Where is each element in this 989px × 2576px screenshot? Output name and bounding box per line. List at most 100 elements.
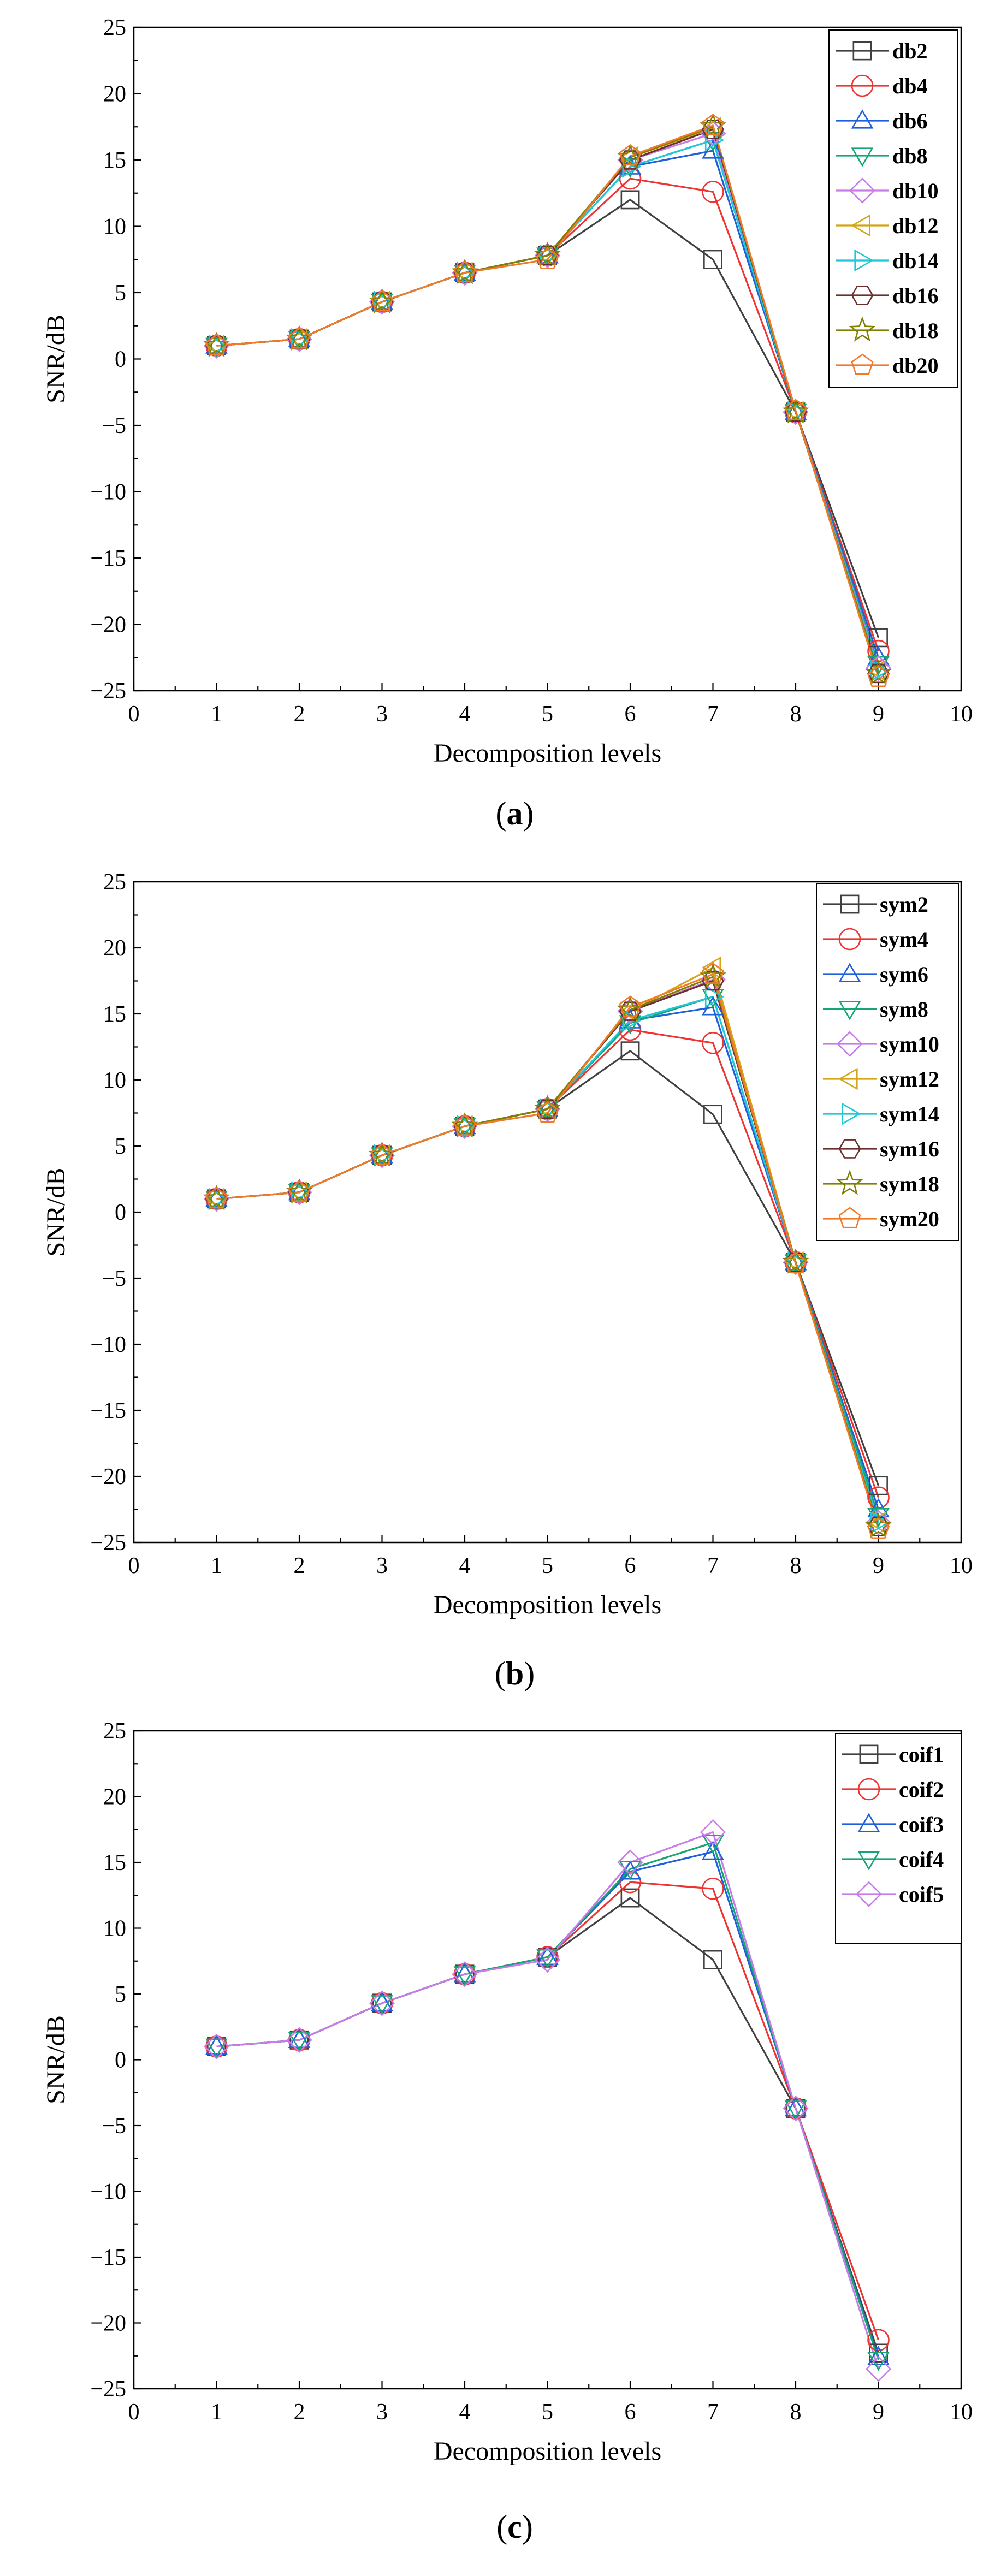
x-tick-label: 3: [376, 702, 388, 727]
legend-label-sym2: sym2: [880, 892, 928, 917]
legend-marker-sym10: [837, 1031, 863, 1057]
legend-label-db10: db10: [892, 179, 939, 203]
y-tick-label: 25: [103, 1719, 126, 1744]
data-point-coif4: [205, 2038, 228, 2058]
data-point-sym18: [534, 1095, 561, 1120]
y-tick-label: 0: [115, 347, 126, 372]
y-tick-label: 5: [115, 1134, 126, 1159]
x-axis-title: Decomposition levels: [434, 739, 661, 768]
data-point-sym2: [620, 1041, 640, 1061]
data-point-sym20: [536, 1101, 559, 1123]
data-point-db20: [288, 327, 311, 349]
data-point-coif3: [205, 2035, 228, 2055]
legend-label-db16: db16: [892, 283, 939, 308]
series-line-sym14: [216, 995, 880, 1523]
caption-close: ): [522, 2509, 533, 2545]
x-tick-label: 8: [790, 2400, 802, 2425]
data-point-db16: [619, 150, 642, 170]
data-point-sym20: [205, 1187, 228, 1209]
y-tick-label: 15: [103, 1850, 126, 1875]
legend-label-sym6: sym6: [880, 962, 928, 987]
chart-panel-3: −25 −20 −15 −10 −5 0 5 10 15 20 25 0 1 2 3 4 5 6 7 8 9 10 Deco…: [42, 1719, 973, 2545]
x-tick-label: 9: [873, 702, 884, 727]
y-tick-label: 0: [115, 2048, 126, 2073]
data-point-db4: [702, 181, 724, 203]
y-tick-label: 10: [103, 1068, 126, 1093]
data-point-sym18: [617, 996, 644, 1022]
data-point-sym20: [288, 1180, 311, 1202]
data-point-coif3: [288, 2028, 311, 2048]
x-tick-label: 6: [625, 702, 636, 727]
data-point-coif5: [534, 1946, 561, 1973]
x-tick-label: 2: [294, 702, 305, 727]
legend-box: [828, 29, 958, 388]
series-line-sym8: [216, 995, 880, 1517]
legend-label-sym14: sym14: [880, 1102, 939, 1126]
y-tick-label: 25: [103, 870, 126, 895]
data-point-coif4: [371, 1995, 393, 2015]
legend-marker-sym16: [838, 1139, 861, 1159]
series-group: [203, 956, 892, 1539]
series-group: [203, 1819, 892, 2382]
y-tick-label: −25: [90, 679, 126, 704]
y-tick-label: −20: [90, 2311, 126, 2336]
legend-label-sym16: sym16: [880, 1137, 939, 1161]
legend-marker-sym8: [838, 1001, 861, 1020]
data-point-coif2: [867, 2329, 890, 2352]
data-point-coif5: [369, 1990, 395, 2016]
legend-label-db2: db2: [892, 39, 928, 63]
legend-label-db18: db18: [892, 318, 939, 343]
panel-caption: (a): [496, 796, 534, 832]
legend-marker-db12: [851, 214, 870, 237]
data-point-sym20: [371, 1143, 393, 1165]
data-point-db18: [534, 241, 561, 267]
x-axis-title: Decomposition levels: [434, 2437, 661, 2466]
y-tick-label: 25: [103, 15, 126, 40]
y-tick-label: 0: [115, 1200, 126, 1225]
data-point-coif5: [203, 2033, 230, 2060]
legend: sym2 sym4 sym6 sym8 sym10 sym12 sym14 sym16 sym1…: [816, 883, 959, 1241]
data-point-sym4: [702, 1031, 724, 1054]
data-point-coif1: [620, 1888, 640, 1908]
series-line-sym18: [216, 976, 880, 1527]
data-point-sym18: [865, 1512, 892, 1538]
legend-label-db12: db12: [892, 213, 939, 238]
data-point-sym6: [205, 1188, 228, 1207]
y-tick-label: −5: [102, 2114, 126, 2139]
x-tick-label: 5: [542, 2400, 553, 2425]
x-tick-label: 7: [707, 1553, 719, 1578]
data-point-coif3: [536, 1945, 559, 1966]
x-tick-label: 1: [211, 1553, 222, 1578]
x-tick-label: 5: [542, 702, 553, 727]
data-point-sym6: [784, 1251, 807, 1271]
series-line-sym6: [216, 1006, 880, 1510]
data-point-sym16: [619, 1001, 642, 1021]
data-point-db6: [453, 261, 476, 281]
data-point-coif2: [702, 1877, 724, 1900]
legend-marker-db20: [851, 353, 874, 375]
x-tick-label: 0: [128, 702, 140, 727]
y-tick-label: −5: [102, 1266, 126, 1291]
legend-marker-coif4: [857, 1851, 880, 1871]
caption-letter: a: [507, 796, 523, 832]
y-tick-label: 5: [115, 281, 126, 306]
data-point-sym20: [619, 995, 642, 1017]
legend-label-coif3: coif3: [899, 1812, 944, 1837]
data-point-db20: [619, 144, 642, 166]
data-point-db20: [371, 290, 393, 312]
data-point-sym14: [704, 986, 725, 1008]
series-group: [203, 112, 892, 687]
data-point-sym18: [700, 963, 726, 988]
caption-open: (: [496, 2509, 507, 2545]
series-line-coif4: [216, 1842, 880, 2360]
data-point-coif4: [288, 2032, 311, 2051]
legend-label-coif1: coif1: [899, 1742, 944, 1767]
legend-label-sym4: sym4: [880, 927, 928, 952]
x-tick-label: 6: [625, 2400, 636, 2425]
legend-marker-sym12: [838, 1067, 858, 1090]
x-axis-title: Decomposition levels: [434, 1590, 661, 1619]
y-tick-label: 10: [103, 215, 126, 240]
series-line-coif3: [216, 1851, 880, 2358]
legend-marker-db10: [849, 177, 875, 204]
